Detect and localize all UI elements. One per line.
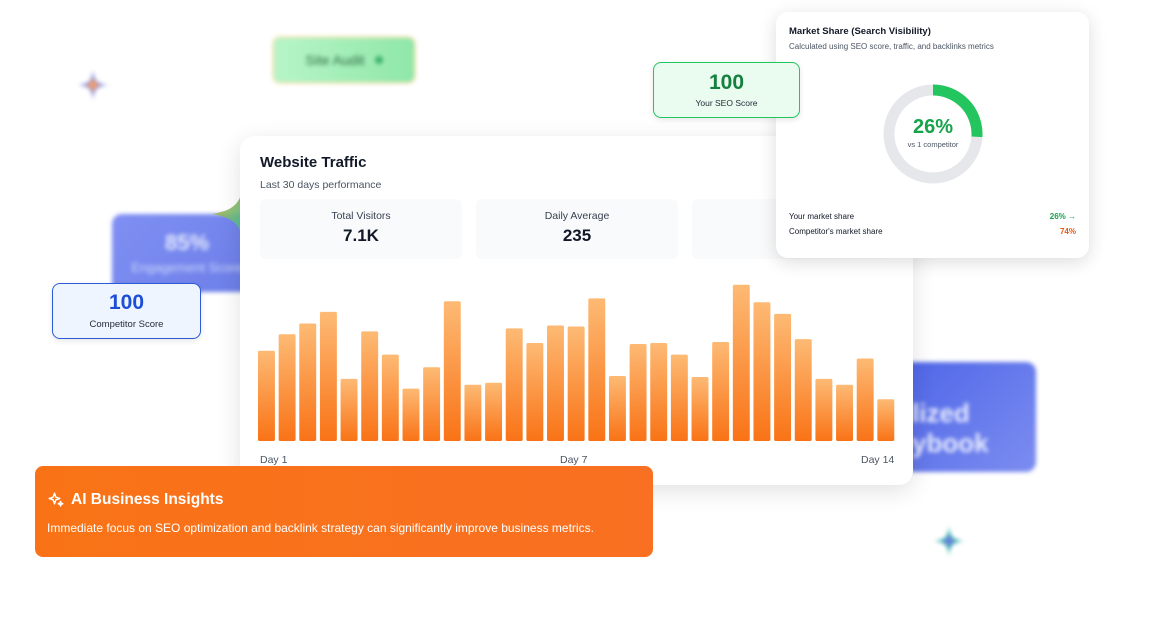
traffic-bar [691,376,709,441]
traffic-bar [836,384,853,441]
market-share-subtitle: Calculated using SEO score, traffic, and… [789,42,994,51]
market-share-title: Market Share (Search Visibility) [789,26,931,37]
your-share-label: Your market share [789,212,855,221]
sparkle-icon [934,526,964,556]
seo-score-badge: 100 Your SEO Score [653,62,800,118]
traffic-bar [464,384,482,441]
traffic-bar [547,325,564,441]
donut-arc-your-share [883,84,983,184]
traffic-bar [258,350,275,441]
sparkle-icon [78,70,108,100]
traffic-bar [423,367,441,441]
traffic-bar [774,313,792,441]
traffic-title: Website Traffic [260,154,367,171]
ai-insights-title: AI Business Insights [71,491,224,508]
traffic-bar-chart [258,284,895,441]
market-share-card: Market Share (Search Visibility) Calcula… [776,12,1089,258]
site-audit-label: Site Audit [305,52,365,68]
market-share-percent: 26% [912,116,954,138]
competitor-score-label: Competitor Score [89,319,164,330]
site-audit-badge: Site Audit [274,38,414,82]
traffic-bar [815,378,833,441]
sparkles-icon [48,492,64,507]
x-axis-label-start: Day 1 [260,454,288,466]
traffic-bar [629,343,647,441]
traffic-bar [319,311,337,441]
traffic-bar [670,354,688,441]
traffic-subtitle: Last 30 days performance [260,179,382,191]
stat-label: Total Visitors [331,210,391,222]
traffic-bar [877,399,895,441]
traffic-bar [753,302,771,441]
traffic-bar [526,342,544,441]
your-share-row: Your market share 26% → [789,212,1076,221]
market-share-donut [883,84,983,184]
traffic-bar [402,388,420,441]
traffic-bar [608,375,626,441]
engagement-score-label: Engagement Score [131,260,243,275]
playbook-text: lized ybook [912,398,989,458]
traffic-bar [650,342,668,441]
x-axis-label-end: Day 14 [861,454,895,466]
seo-score-label: Your SEO Score [695,98,758,108]
traffic-bar [732,284,750,441]
stat-value: 235 [562,226,592,245]
traffic-bar [443,301,461,441]
seo-score-value: 100 [708,71,745,94]
traffic-bar [505,328,523,441]
ai-insights-description: Immediate focus on SEO optimization and … [47,521,594,535]
traffic-bar [361,331,379,441]
competitor-share-label: Competitor's market share [789,227,883,236]
traffic-bar [299,323,317,441]
competitor-share-value: 74% [1059,227,1076,236]
competitor-share-row: Competitor's market share 74% [789,227,1076,236]
competitor-score-badge: 100 Competitor Score [52,283,201,339]
stat-total-visitors: Total Visitors 7.1K [260,199,462,259]
status-dot-icon [374,56,383,64]
stat-label: Daily Average [544,210,610,222]
traffic-bar [794,339,812,441]
stat-value: 7.1K [343,226,379,245]
traffic-bar [485,382,503,441]
traffic-bar [278,334,296,441]
your-share-value: 26% → [1049,212,1076,221]
stat-daily-average: Daily Average 235 [476,199,678,259]
traffic-bar [381,354,399,441]
traffic-bar [340,378,358,441]
traffic-bar [588,298,606,441]
market-share-comparison: vs 1 competitor [907,140,959,149]
traffic-bar [856,358,874,441]
ai-insights-banner: AI Business Insights Immediate focus on … [35,466,653,557]
traffic-bar [567,326,585,441]
competitor-score-value: 100 [108,291,145,314]
playbook-card: lized ybook [902,362,1036,472]
engagement-score-card: 85% Engagement Score [112,214,262,292]
engagement-score-value: 85% [164,230,210,255]
x-axis-label-mid: Day 7 [560,454,588,466]
traffic-bar [712,342,730,441]
